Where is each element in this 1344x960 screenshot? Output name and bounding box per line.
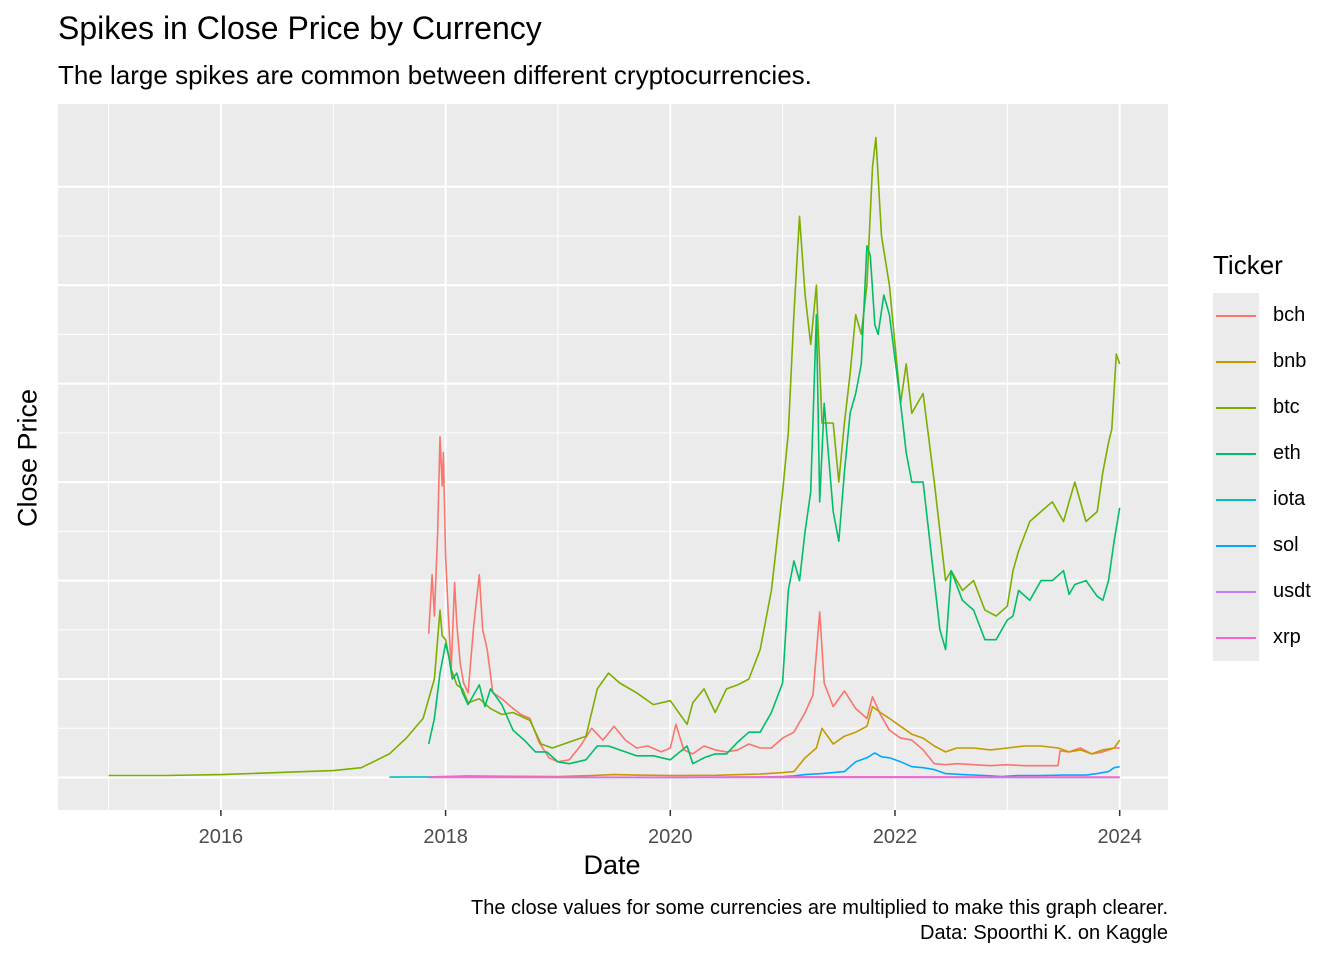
legend-item-btc: btc xyxy=(1213,385,1343,431)
series-line-bnb xyxy=(428,705,1121,778)
series-line-eth xyxy=(427,245,1121,765)
legend-item-bnb: bnb xyxy=(1213,339,1343,385)
legend-keys: bch bnb btc eth iota sol usdt xrp xyxy=(1213,293,1311,661)
legend-label: btc xyxy=(1273,396,1300,418)
series-line-sol xyxy=(715,752,1120,779)
x-tick-label: 2024 xyxy=(1097,826,1142,848)
legend-item-bch: bch xyxy=(1213,293,1343,339)
legend-item-iota: iota xyxy=(1213,477,1343,523)
x-tick-label: 2020 xyxy=(648,826,693,848)
legend-swatch xyxy=(1216,361,1256,363)
legend-item-eth: eth xyxy=(1213,431,1343,477)
legend-label: bnb xyxy=(1273,350,1307,372)
legend-label: bch xyxy=(1273,304,1306,326)
x-tick-label: 2016 xyxy=(199,826,244,848)
legend-swatch xyxy=(1216,545,1256,547)
series-line-btc xyxy=(108,136,1121,777)
legend-swatch xyxy=(1216,591,1256,593)
legend-title: Ticker xyxy=(1213,250,1283,280)
x-axis-label: Date xyxy=(583,850,641,880)
caption-line: The close values for some currencies are… xyxy=(471,897,1168,919)
legend-label: xrp xyxy=(1273,626,1301,648)
chart-title: Spikes in Close Price by Currency xyxy=(58,10,542,46)
legend-item-usdt: usdt xyxy=(1213,569,1343,615)
legend-swatch xyxy=(1216,315,1256,317)
legend-swatch xyxy=(1216,407,1256,409)
legend-swatch xyxy=(1216,499,1256,501)
legend-label: usdt xyxy=(1273,580,1311,602)
x-axis: 2016 2018 2020 2022 2024 xyxy=(199,810,1142,848)
x-tick-label: 2022 xyxy=(873,826,918,848)
plot-panel xyxy=(58,104,1168,810)
x-tick-label: 2018 xyxy=(423,826,468,848)
legend-swatch xyxy=(1216,637,1256,639)
legend: Ticker bch bnb btc eth iota sol usdt xrp xyxy=(1213,250,1311,661)
legend-swatch xyxy=(1216,453,1256,455)
legend-label: iota xyxy=(1273,488,1306,510)
series-lines xyxy=(108,136,1121,779)
series-line-xrp xyxy=(428,775,1120,779)
legend-label: eth xyxy=(1273,442,1301,464)
y-axis-label: Close Price xyxy=(12,388,43,528)
series-line-bch xyxy=(427,435,1120,767)
legend-item-xrp: xrp xyxy=(1213,615,1343,661)
legend-item-sol: sol xyxy=(1213,523,1343,569)
chart-caption: The close values for some currencies are… xyxy=(471,896,1168,946)
caption-source: Data: Spoorthi K. on Kaggle xyxy=(920,922,1168,944)
legend-label: sol xyxy=(1273,534,1299,556)
chart-subtitle: The large spikes are common between diff… xyxy=(58,60,812,90)
